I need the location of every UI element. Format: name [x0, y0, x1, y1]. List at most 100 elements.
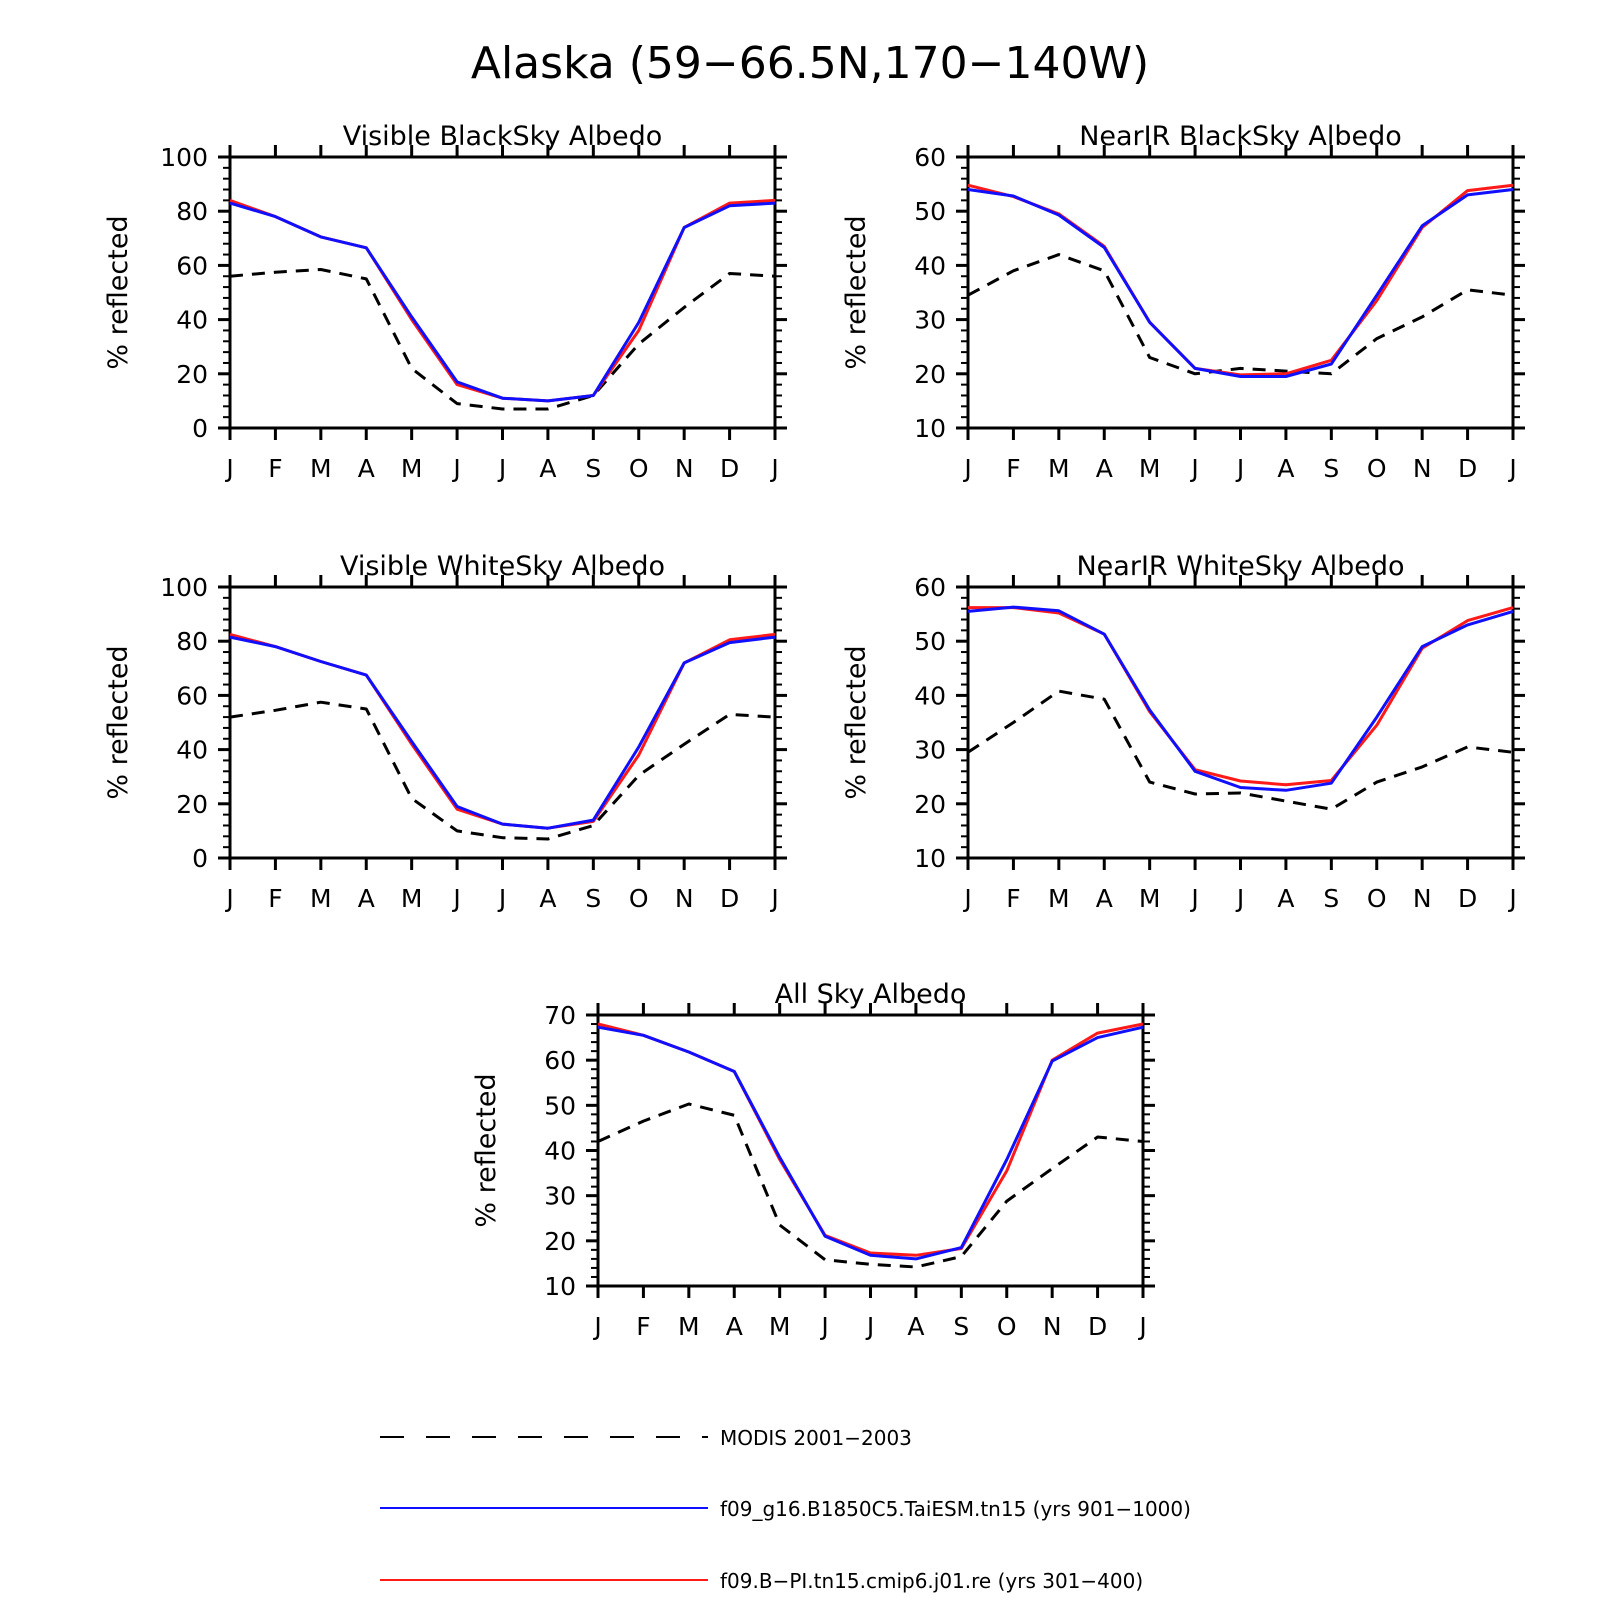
y-tick-label: 0 [192, 844, 208, 873]
y-tick-label: 40 [914, 251, 946, 280]
x-tick-label: D [720, 454, 739, 483]
x-tick-label: D [1088, 1312, 1107, 1341]
series-line-modis [229, 700, 776, 841]
plot-frame [966, 155, 1515, 430]
y-tick-label: 0 [192, 414, 208, 443]
y-tick-label: 60 [914, 573, 946, 602]
x-tick-label: J [224, 884, 233, 913]
series-line-cmip6 [229, 632, 776, 830]
x-tick-label: S [1323, 884, 1339, 913]
x-tick-label: A [907, 1312, 924, 1341]
x-tick-label: A [539, 454, 556, 483]
legend-label: MODIS 2001−2003 [720, 1426, 912, 1450]
x-tick-label: O [629, 454, 649, 483]
y-tick-label: 30 [914, 736, 946, 765]
y-tick-label: 40 [914, 681, 946, 710]
y-tick-label: 40 [176, 306, 208, 335]
y-tick-label: 50 [914, 197, 946, 226]
x-tick-label: J [1235, 454, 1244, 483]
y-axis-label: % reflected [103, 645, 134, 799]
y-axis-label: % reflected [841, 215, 872, 369]
y-tick-label: 70 [544, 1001, 576, 1030]
x-tick-label: J [1189, 454, 1198, 483]
x-tick-label: M [310, 884, 332, 913]
y-tick-label: 60 [176, 681, 208, 710]
x-tick-label: N [1043, 1312, 1062, 1341]
x-tick-label: F [268, 884, 282, 913]
x-tick-label: M [1048, 884, 1070, 913]
x-tick-label: O [629, 884, 649, 913]
x-tick-label: J [1507, 884, 1516, 913]
x-tick-label: J [962, 884, 971, 913]
legend: MODIS 2001−2003 f09_g16.B1850C5.TaiESM.tn… [380, 1426, 1191, 1593]
y-axis-label: % reflected [471, 1073, 502, 1227]
y-axis-label: % reflected [103, 215, 134, 369]
y-tick-label: 100 [160, 143, 208, 172]
y-tick-label: 30 [544, 1182, 576, 1211]
x-tick-label: S [585, 884, 601, 913]
series-line-cmip6 [967, 183, 1514, 377]
y-tick-label: 80 [176, 627, 208, 656]
x-tick-label: D [1458, 884, 1477, 913]
plot-frame [966, 585, 1515, 860]
y-tick-label: 80 [176, 197, 208, 226]
y-tick-label: 20 [914, 790, 946, 819]
y-tick-label: 20 [914, 360, 946, 389]
x-tick-label: D [1458, 454, 1477, 483]
x-tick-label: O [1367, 884, 1387, 913]
legend-label: f09_g16.B1850C5.TaiESM.tn15 (yrs 901−100… [720, 1497, 1191, 1521]
legend-item-modis: MODIS 2001−2003 [380, 1426, 912, 1450]
y-tick-label: 20 [176, 360, 208, 389]
x-tick-label: M [1139, 884, 1161, 913]
series-line-modis [967, 253, 1514, 376]
series-line-taiesm [229, 201, 776, 403]
x-tick-label: J [1137, 1312, 1146, 1341]
y-tick-label: 50 [544, 1091, 576, 1120]
y-tick-label: 10 [914, 844, 946, 873]
x-tick-label: J [1189, 884, 1198, 913]
x-tick-label: F [268, 454, 282, 483]
x-tick-label: A [1096, 454, 1113, 483]
x-tick-label: A [358, 884, 375, 913]
x-tick-label: J [592, 1312, 601, 1341]
y-tick-label: 60 [176, 251, 208, 280]
x-tick-label: A [1277, 884, 1294, 913]
x-tick-label: J [769, 454, 778, 483]
figure-title: Alaska (59−66.5N,170−140W) [471, 38, 1149, 89]
y-tick-label: 10 [544, 1272, 576, 1301]
x-tick-label: M [769, 1312, 791, 1341]
x-tick-label: F [1006, 454, 1020, 483]
plot-frame [228, 585, 777, 860]
series-line-modis [967, 689, 1514, 811]
x-tick-label: J [451, 454, 460, 483]
x-tick-label: F [636, 1312, 650, 1341]
x-tick-label: F [1006, 884, 1020, 913]
y-tick-label: 30 [914, 306, 946, 335]
series-line-taiesm [967, 188, 1514, 378]
legend-item-cmip6: f09.B−PI.tn15.cmip6.j01.re (yrs 301−400) [380, 1569, 1143, 1593]
legend-item-taiesm: f09_g16.B1850C5.TaiESM.tn15 (yrs 901−100… [380, 1497, 1191, 1521]
x-tick-label: M [1048, 454, 1070, 483]
x-tick-label: M [310, 454, 332, 483]
y-tick-label: 10 [914, 414, 946, 443]
x-tick-label: J [865, 1312, 874, 1341]
x-tick-label: J [451, 884, 460, 913]
x-tick-label: O [997, 1312, 1017, 1341]
series-line-taiesm [597, 1025, 1144, 1261]
x-tick-label: A [358, 454, 375, 483]
y-axis-label: % reflected [841, 645, 872, 799]
x-tick-label: O [1367, 454, 1387, 483]
x-tick-label: J [819, 1312, 828, 1341]
x-tick-label: J [497, 884, 506, 913]
y-tick-label: 20 [544, 1227, 576, 1256]
x-tick-label: A [726, 1312, 743, 1341]
series-line-cmip6 [597, 1022, 1144, 1257]
y-tick-label: 50 [914, 627, 946, 656]
x-tick-label: N [675, 884, 694, 913]
x-tick-label: J [962, 454, 971, 483]
x-tick-label: J [1235, 884, 1244, 913]
